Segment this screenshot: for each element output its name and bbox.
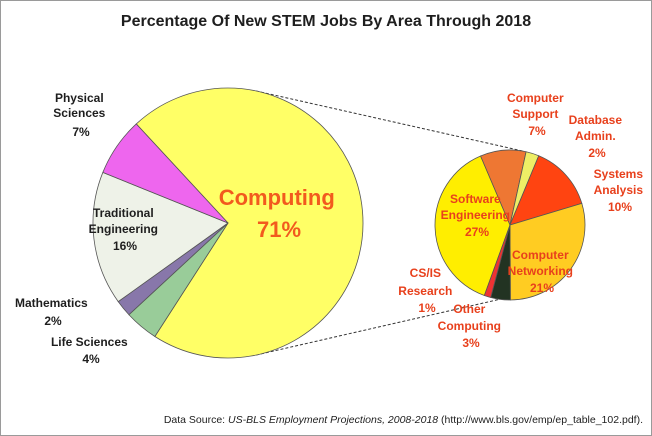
- connector-lines: [255, 90, 524, 356]
- connector-line-top: [255, 90, 524, 152]
- detail-slice-software-engineering: [434, 155, 511, 296]
- label-mathematics: Mathematics 2%: [15, 296, 91, 328]
- detail-pie: [434, 149, 586, 301]
- label-systems-analysis: Systems Analysis 10%: [594, 167, 647, 214]
- label-computing: Computing 71%: [219, 185, 340, 242]
- main-slice-computing: [135, 87, 364, 359]
- label-traditional-engineering: Traditional Engineering 16%: [89, 206, 162, 253]
- connector-line-bottom: [255, 298, 500, 356]
- label-computer-support: Computer Support 7%: [507, 91, 567, 138]
- detail-slice-computer-networking: [509, 202, 586, 301]
- label-physical-sciences: Physical Sciences 7%: [53, 91, 108, 139]
- label-computer-networking: Computer Networking 21%: [508, 248, 577, 295]
- data-source-note: Data Source: US-BLS Employment Projectio…: [164, 414, 643, 426]
- detail-slice-cs-is-research: [483, 224, 511, 298]
- label-other-computing: Other Computing 3%: [438, 302, 505, 350]
- label-life-sciences: Life Sciences 4%: [51, 335, 131, 366]
- label-cs-is-research: CS/IS Research 1%: [398, 266, 455, 315]
- main-slice-traditional-engineering: [92, 171, 229, 303]
- label-database-admin: Database Admin. 2%: [569, 113, 626, 160]
- detail-slice-systems-analysis: [509, 155, 583, 226]
- label-software-engineering: Software Engineering 27%: [441, 192, 514, 239]
- main-pie: [92, 87, 364, 359]
- chart-title: Percentage Of New STEM Jobs By Area Thro…: [121, 13, 531, 30]
- main-slice-physical-sciences: [102, 123, 229, 224]
